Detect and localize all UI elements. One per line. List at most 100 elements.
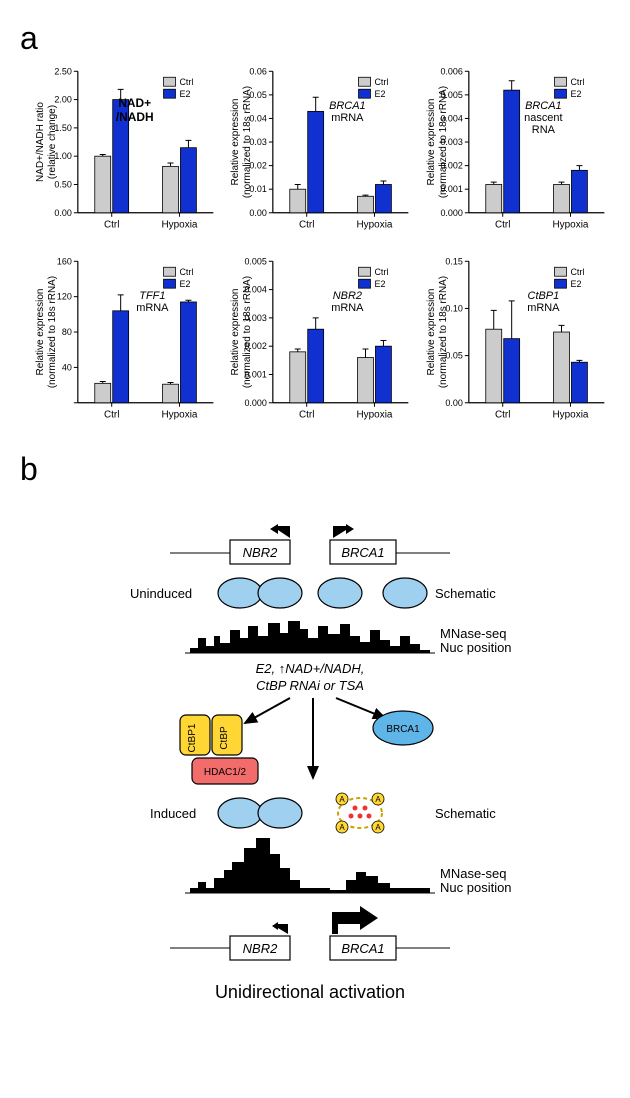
svg-text:A: A [375,795,381,804]
nucpos-label-bottom: Nuc position [440,880,512,895]
mnase-label-top: MNase-seq [440,626,506,641]
svg-text:0.00: 0.00 [54,208,71,218]
svg-text:Ctrl: Ctrl [179,267,193,277]
svg-text:Relative expression: Relative expression [230,289,241,376]
svg-text:E2: E2 [570,279,581,289]
ctbp1-protein: CtBP1 [187,723,198,752]
svg-text:mRNA: mRNA [527,302,560,314]
panel-b-diagram-container: NBR2 BRCA1 Uninduced Schematic MNase-seq… [30,518,610,1078]
svg-text:Ctrl: Ctrl [375,77,389,87]
chart-2: 0.0000.0010.0020.0030.0040.0050.006CtrlH… [421,61,610,241]
svg-text:(normalized to 18s rRNA): (normalized to 18s rRNA) [47,276,58,388]
arrow-nbr2-bottom [272,922,288,934]
svg-text:(normalized to 18s rRNA): (normalized to 18s rRNA) [242,86,253,198]
svg-text:2.00: 2.00 [54,95,71,105]
chart-5: 0.000.050.100.15CtrlHypoxiaRelative expr… [421,251,610,431]
svg-text:Ctrl: Ctrl [570,77,584,87]
svg-text:Ctrl: Ctrl [495,220,510,231]
svg-text:(relative change): (relative change) [47,105,58,179]
svg-text:Ctrl: Ctrl [104,220,119,231]
panel-b-label: b [20,451,610,488]
svg-text:(normalized to 18s rRNA): (normalized to 18s rRNA) [438,276,449,388]
svg-text:Hypoxia: Hypoxia [357,220,393,231]
svg-text:E2: E2 [375,279,386,289]
svg-text:Hypoxia: Hypoxia [357,410,393,421]
uninduced-label: Uninduced [130,586,192,601]
svg-text:0.005: 0.005 [245,256,267,266]
svg-text:Relative expression: Relative expression [426,99,437,186]
svg-text:Ctrl: Ctrl [179,77,193,87]
arrow-brca1-top [333,524,354,538]
svg-text:Hypoxia: Hypoxia [161,410,197,421]
hdac-protein: HDAC1/2 [204,767,247,778]
svg-text:0.006: 0.006 [440,66,462,76]
svg-text:RNA: RNA [531,124,555,136]
gene-nbr2-bottom: NBR2 [243,941,278,956]
treatments-line1: E2, ↑NAD+/NADH, [256,661,365,676]
svg-text:Relative expression: Relative expression [35,289,46,376]
svg-text:Ctrl: Ctrl [375,267,389,277]
arrow-nbr2-top [270,524,290,538]
svg-text:Ctrl: Ctrl [299,220,314,231]
svg-text:E2: E2 [179,279,190,289]
svg-text:/NADH: /NADH [116,110,154,124]
svg-text:40: 40 [62,362,72,372]
svg-text:0.50: 0.50 [54,179,71,189]
svg-text:A: A [339,823,345,832]
svg-text:mRNA: mRNA [332,112,365,124]
svg-text:Ctrl: Ctrl [570,267,584,277]
svg-text:Relative expression: Relative expression [230,99,241,186]
svg-text:0.000: 0.000 [245,398,267,408]
svg-text:E2: E2 [375,89,386,99]
svg-text:2.50: 2.50 [54,66,71,76]
brca1-protein: BRCA1 [386,724,420,735]
svg-text:NBR2: NBR2 [333,290,362,302]
svg-text:BRCA1: BRCA1 [525,100,562,112]
svg-text:E2: E2 [179,89,190,99]
svg-text:80: 80 [62,327,72,337]
svg-text:Hypoxia: Hypoxia [552,410,588,421]
gene-brca1-top: BRCA1 [341,545,384,560]
svg-text:mRNA: mRNA [332,302,365,314]
svg-text:TFF1: TFF1 [139,290,165,302]
chart-4: 0.0000.0010.0020.0030.0040.005CtrlHypoxi… [225,251,414,431]
treatments-line2: CtBP RNAi or TSA [256,678,364,693]
svg-text:A: A [339,795,345,804]
svg-text:0.15: 0.15 [445,256,462,266]
svg-text:BRCA1: BRCA1 [329,100,366,112]
svg-text:NAD+: NAD+ [118,96,151,110]
mnase-profile-bottom [185,838,435,893]
svg-text:Ctrl: Ctrl [299,410,314,421]
svg-text:(normalized to 18s rRNA): (normalized to 18s rRNA) [242,276,253,388]
svg-text:nascent: nascent [524,112,562,124]
svg-text:A: A [375,823,381,832]
svg-text:(normalized to 18s rRNA): (normalized to 18s rRNA) [438,86,449,198]
svg-text:0.06: 0.06 [250,66,267,76]
svg-text:NAD+/NADH ratio: NAD+/NADH ratio [35,102,46,182]
chart-3: 40 80 120 160 Ctrl Hypoxia Relative expression… [30,251,219,431]
chart-0: 0.000.501.001.502.002.50CtrlHypoxiaNAD+/… [30,61,219,241]
gene-brca1-bottom: BRCA1 [341,941,384,956]
nucpos-label-top: Nuc position [440,640,512,655]
svg-text:Relative expression: Relative expression [426,289,437,376]
chart-1: 0.000.010.020.030.040.050.06CtrlHypoxiaR… [225,61,414,241]
svg-text:0.00: 0.00 [250,208,267,218]
svg-text:Ctrl: Ctrl [495,410,510,421]
svg-text:Hypoxia: Hypoxia [552,220,588,231]
svg-text:160: 160 [57,256,72,266]
svg-text:0.000: 0.000 [440,208,462,218]
schematic-label-bottom: Schematic [435,806,496,821]
svg-text:Ctrl: Ctrl [104,410,119,421]
mnase-profile-top [185,621,435,653]
svg-text:mRNA: mRNA [136,302,169,314]
arrow-brca1-bottom-thick [332,906,378,934]
svg-text:120: 120 [57,292,72,302]
svg-text:Hypoxia: Hypoxia [161,220,197,231]
svg-text:0.00: 0.00 [445,398,462,408]
mnase-label-bottom: MNase-seq [440,866,506,881]
svg-text:E2: E2 [570,89,581,99]
footer-title: Unidirectional activation [215,982,405,1002]
panel-a-label: a [20,20,610,57]
svg-text:CtBP1: CtBP1 [527,290,559,302]
gene-nbr2-top: NBR2 [243,545,278,560]
